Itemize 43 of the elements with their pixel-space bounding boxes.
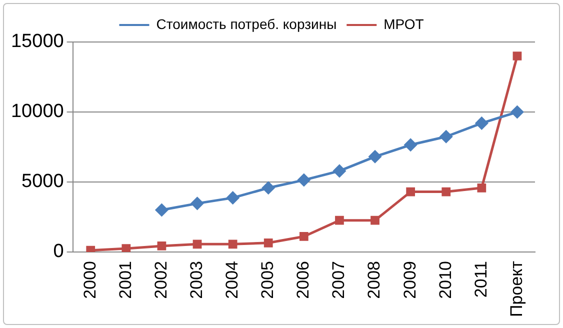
point	[440, 130, 452, 143]
x-tick-label: 2004	[222, 261, 242, 299]
x-tick-label: 2011	[471, 261, 490, 298]
x-tick-label: 2003	[186, 261, 206, 299]
point	[333, 164, 346, 178]
x-tick-label: 2006	[294, 261, 313, 299]
y-tick-label: 0	[53, 241, 64, 262]
point	[228, 240, 238, 249]
point	[442, 187, 451, 196]
point	[477, 183, 486, 192]
x-tick-label: 2000	[80, 261, 100, 299]
x-tick-label: 2010	[436, 261, 455, 299]
point	[226, 192, 240, 204]
point	[157, 242, 166, 250]
point	[122, 244, 131, 252]
point	[155, 204, 168, 216]
y-tick-label: 5000	[22, 171, 64, 192]
x-tick-label: 2005	[258, 261, 278, 299]
point	[406, 187, 416, 196]
point	[192, 240, 202, 249]
x-tick-label: 2002	[151, 261, 170, 299]
point	[335, 216, 344, 225]
x-tick-label: 2007	[329, 261, 348, 299]
point	[264, 238, 273, 248]
x-tick-label: 2009	[400, 261, 420, 299]
y-tick-label: 15000	[10, 31, 64, 52]
point	[370, 216, 380, 225]
point	[299, 232, 308, 241]
x-tick-label: 2008	[364, 261, 384, 299]
point	[191, 197, 204, 210]
point	[404, 138, 417, 152]
point	[368, 150, 382, 163]
y-tick-label: 10000	[10, 101, 64, 122]
point	[510, 106, 524, 118]
x-tick-label: Проект	[506, 260, 526, 318]
point	[262, 182, 275, 194]
point	[86, 246, 96, 252]
point	[512, 52, 522, 60]
x-tick-label: 2001	[116, 261, 135, 299]
point	[475, 116, 488, 130]
point	[298, 174, 310, 186]
legend-label: Стоимость потреб. корзины	[156, 16, 337, 32]
legend-label: МРОТ	[384, 16, 424, 32]
